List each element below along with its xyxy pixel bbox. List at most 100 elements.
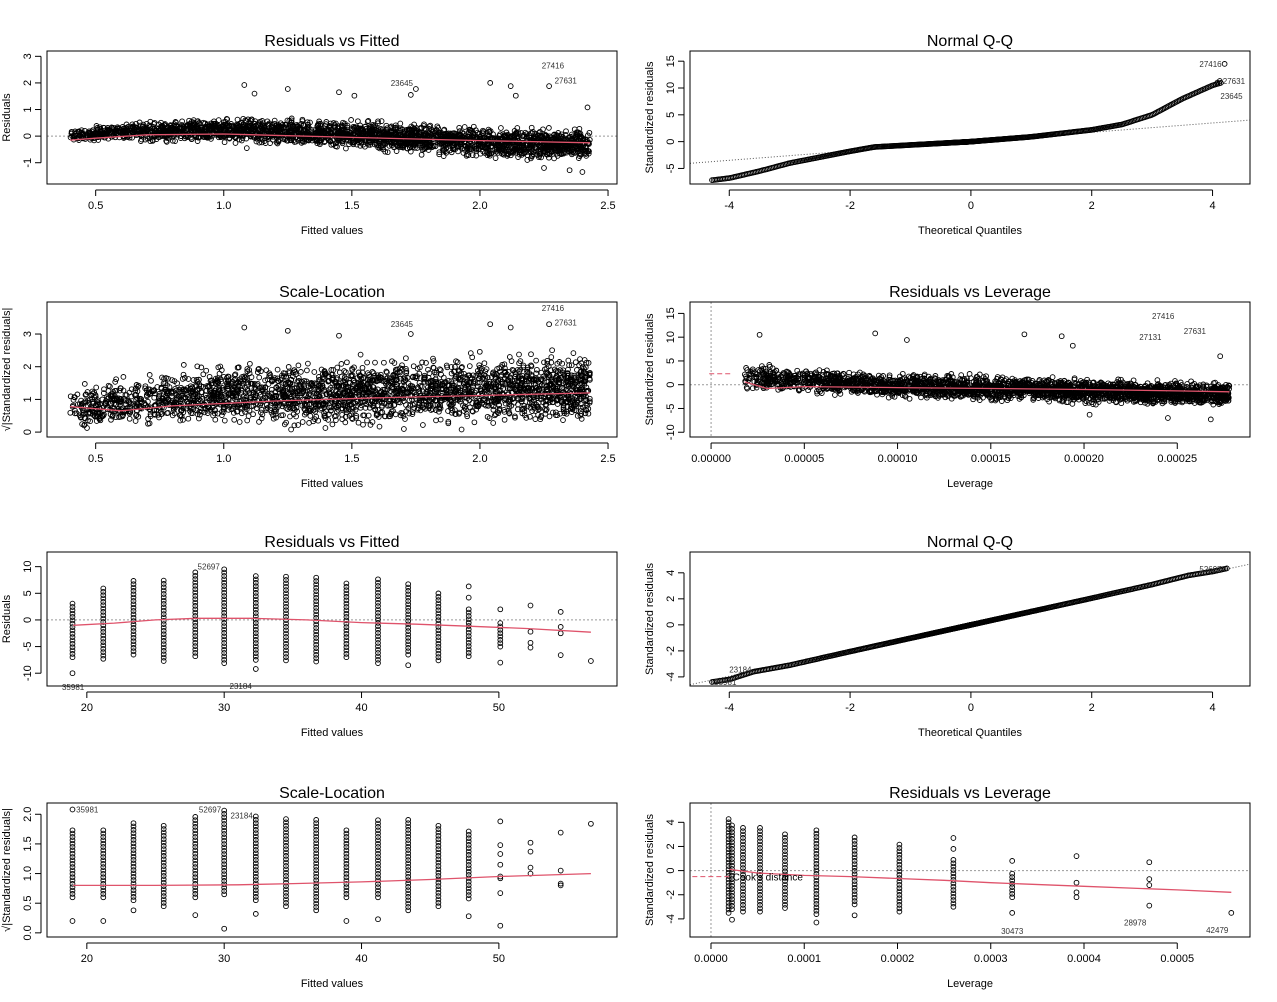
data-point: [405, 141, 412, 148]
data-point: [535, 130, 542, 136]
data-point: [524, 403, 531, 410]
data-point: [282, 136, 288, 143]
data-point: [541, 359, 547, 366]
data-point: [105, 135, 112, 142]
data-point: [301, 377, 308, 384]
data-point: [147, 124, 153, 130]
data-point: [301, 138, 308, 145]
data-point: [462, 143, 468, 149]
data-point: [274, 140, 281, 147]
y-tick-label: 5: [665, 112, 677, 118]
data-point: [540, 143, 547, 150]
data-point: [94, 133, 100, 140]
data-point: [194, 118, 201, 125]
data-point: [577, 151, 584, 158]
data-point: [102, 131, 108, 138]
data-point: [120, 374, 127, 380]
data-point: [218, 378, 225, 385]
data-point: [180, 362, 187, 368]
data-point: [173, 119, 179, 126]
outlier-point: [512, 92, 519, 99]
data-point: [383, 122, 390, 129]
data-point: [202, 126, 209, 133]
data-point: [306, 420, 312, 426]
data-point: [332, 120, 339, 127]
data-point: [384, 374, 391, 381]
data-point: [245, 413, 252, 419]
data-point: [484, 413, 491, 420]
data-point: [507, 152, 514, 159]
data-point: [93, 418, 100, 424]
data-point: [512, 142, 518, 149]
data-point: [564, 138, 571, 144]
data-point: [436, 151, 443, 158]
data-point: [286, 370, 293, 376]
data-point: [527, 404, 534, 411]
data-point: [348, 117, 354, 123]
data-point: [142, 383, 149, 390]
data-point: [221, 139, 228, 146]
data-point: [295, 375, 302, 381]
data-point: [353, 413, 360, 419]
data-point: [393, 124, 400, 131]
data-point: [533, 148, 540, 155]
data-point: [399, 126, 406, 133]
data-point: [142, 385, 148, 392]
data-point: [144, 135, 151, 142]
data-point: [116, 414, 122, 421]
data-point: [474, 129, 481, 136]
data-point: [393, 148, 400, 154]
data-point: [519, 405, 526, 412]
data-point: [439, 131, 446, 138]
data-point: [305, 391, 312, 398]
data-point: [520, 362, 527, 369]
data-point: [288, 123, 295, 130]
data-point: [427, 143, 434, 150]
data-point: [295, 137, 302, 144]
data-point: [583, 397, 590, 403]
data-point: [375, 118, 381, 125]
data-point: [502, 141, 508, 148]
data-point: [206, 126, 213, 133]
data-point: [432, 129, 438, 136]
data-point: [250, 402, 257, 409]
data-point: [533, 384, 540, 391]
data-point: [155, 121, 162, 128]
data-point: [409, 411, 416, 417]
data-point: [549, 399, 556, 406]
data-point: [96, 416, 103, 423]
data-point: [407, 132, 414, 138]
data-point: [480, 128, 487, 135]
data-point: [151, 411, 158, 417]
data-point: [135, 126, 142, 133]
data-point: [193, 407, 200, 414]
data-point: [207, 378, 214, 384]
y-tick-label: 15: [665, 55, 677, 67]
data-point: [316, 118, 322, 125]
data-point: [517, 358, 524, 364]
chart-title: Residuals vs Fitted: [264, 33, 399, 50]
outlier-point: [407, 92, 414, 98]
data-point: [84, 425, 90, 431]
data-point: [326, 138, 333, 144]
data-point: [483, 386, 490, 393]
data-point: [427, 378, 434, 384]
data-point: [443, 145, 450, 152]
data-point: [365, 412, 372, 419]
data-point: [570, 350, 577, 356]
data-point: [394, 136, 400, 143]
data-point: [548, 354, 555, 360]
y-tick-label: 3: [22, 53, 34, 59]
data-point: [445, 377, 452, 384]
data-point: [157, 405, 163, 412]
data-point: [344, 130, 351, 137]
outlier-point: [487, 80, 494, 86]
data-point: [399, 362, 405, 369]
data-point: [211, 410, 218, 417]
data-point: [366, 404, 373, 411]
data-point: [400, 136, 406, 143]
data-point: [445, 418, 452, 425]
x-tick-label: -2: [845, 200, 855, 212]
data-point: [344, 359, 350, 366]
